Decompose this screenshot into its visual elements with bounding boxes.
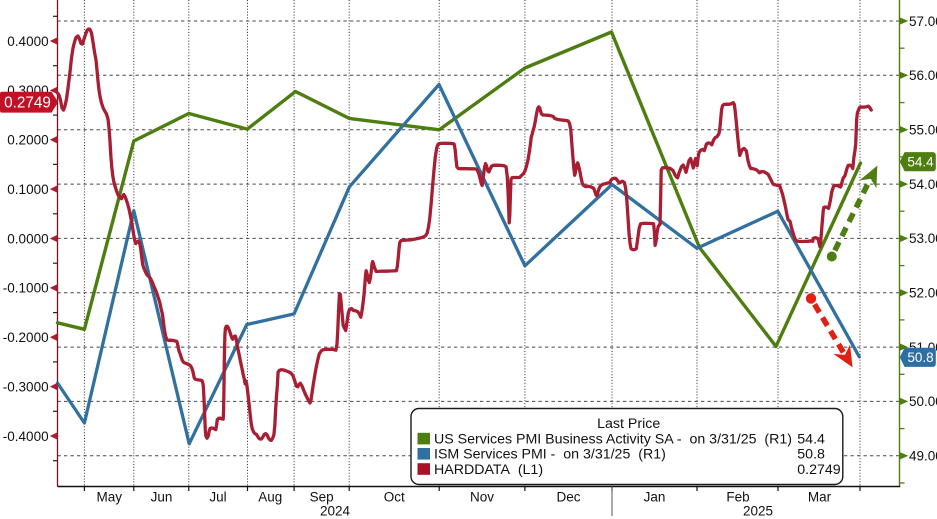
- svg-text:0.2749: 0.2749: [797, 462, 841, 478]
- svg-text:-0.2000: -0.2000: [3, 330, 49, 345]
- svg-text:Jan: Jan: [644, 490, 666, 505]
- svg-text:54.4: 54.4: [907, 155, 934, 170]
- svg-text:55.00: 55.00: [909, 123, 937, 138]
- svg-text:Feb: Feb: [726, 490, 749, 505]
- svg-text:57.00: 57.00: [909, 14, 937, 29]
- svg-text:-0.1000: -0.1000: [3, 281, 49, 296]
- svg-text:Jul: Jul: [209, 490, 226, 505]
- svg-text:ISM Services PMI - on 3/31/25: ISM Services PMI - on 3/31/25 (R1): [434, 447, 666, 463]
- svg-text:0.1000: 0.1000: [7, 182, 48, 197]
- svg-text:0.2000: 0.2000: [7, 133, 48, 148]
- svg-text:Aug: Aug: [258, 490, 282, 505]
- svg-text:50.8: 50.8: [907, 350, 933, 365]
- svg-text:Sep: Sep: [310, 490, 334, 505]
- svg-text:49.00: 49.00: [909, 449, 937, 464]
- svg-text:0.4000: 0.4000: [7, 34, 48, 49]
- svg-text:52.00: 52.00: [909, 286, 937, 301]
- svg-text:0.0000: 0.0000: [7, 231, 48, 246]
- svg-text:50.8: 50.8: [797, 447, 825, 463]
- svg-text:2025: 2025: [743, 504, 773, 519]
- svg-text:HARDDATA (L1): HARDDATA (L1): [434, 462, 543, 478]
- svg-text:54.4: 54.4: [797, 431, 825, 447]
- svg-text:May: May: [97, 490, 123, 505]
- svg-text:Nov: Nov: [470, 490, 494, 505]
- svg-text:Dec: Dec: [556, 490, 580, 505]
- svg-text:US Services PMI Business Activ: US Services PMI Business Activity SA - o…: [434, 431, 792, 447]
- svg-text:Last Price: Last Price: [597, 416, 660, 432]
- svg-text:-0.4000: -0.4000: [3, 429, 49, 444]
- svg-text:Mar: Mar: [808, 490, 832, 505]
- svg-text:50.00: 50.00: [909, 394, 937, 409]
- svg-text:56.00: 56.00: [909, 68, 937, 83]
- svg-text:Jun: Jun: [151, 490, 173, 505]
- svg-text:54.00: 54.00: [909, 177, 937, 192]
- svg-text:-0.3000: -0.3000: [3, 379, 49, 394]
- svg-text:0.2749: 0.2749: [4, 95, 51, 112]
- svg-text:2024: 2024: [320, 504, 351, 519]
- svg-text:53.00: 53.00: [909, 231, 937, 246]
- svg-text:Oct: Oct: [384, 490, 405, 505]
